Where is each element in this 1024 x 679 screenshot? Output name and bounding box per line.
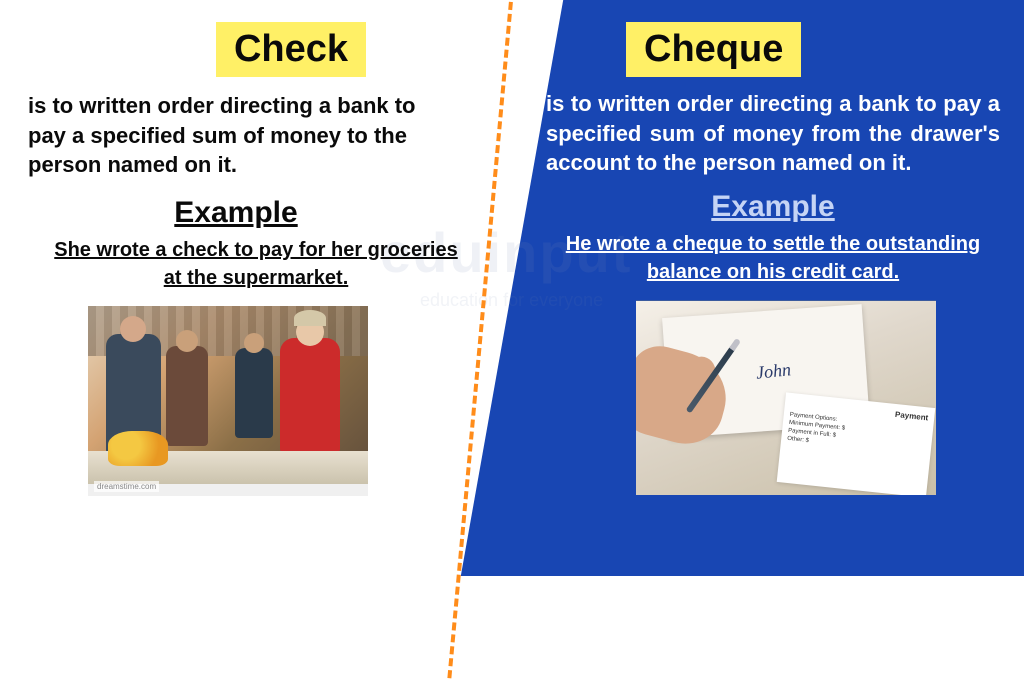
person-icon — [280, 338, 340, 453]
right-title: Cheque — [626, 22, 801, 77]
right-image: John Payment Payment Options: Minimum Pa… — [636, 300, 936, 495]
image-watermark: dreamstime.com — [94, 481, 159, 492]
fruits-icon — [108, 431, 168, 466]
left-example-heading: Example — [28, 196, 484, 230]
left-title-wrap: Check — [98, 22, 484, 77]
right-title-wrap: Cheque — [626, 22, 1000, 77]
comparison-infographic: eduinput education for everyone Check is… — [0, 0, 1024, 576]
bill-icon: Payment Payment Options: Minimum Payment… — [777, 392, 936, 495]
right-panel: Cheque is to written order directing a b… — [512, 0, 1024, 576]
left-panel: Check is to written order directing a ba… — [0, 0, 512, 576]
right-definition: is to written order directing a bank to … — [546, 89, 1000, 178]
person-icon — [166, 346, 208, 446]
right-example-heading: Example — [546, 190, 1000, 224]
right-example-text: He wrote a cheque to settle the outstand… — [546, 230, 1000, 286]
left-example-text: She wrote a check to pay for her groceri… — [28, 236, 484, 292]
left-image: dreamstime.com — [88, 306, 368, 496]
left-definition: is to written order directing a bank to … — [28, 91, 484, 180]
signature-text: John — [755, 359, 792, 384]
left-title: Check — [216, 22, 366, 77]
person-icon — [235, 348, 273, 438]
